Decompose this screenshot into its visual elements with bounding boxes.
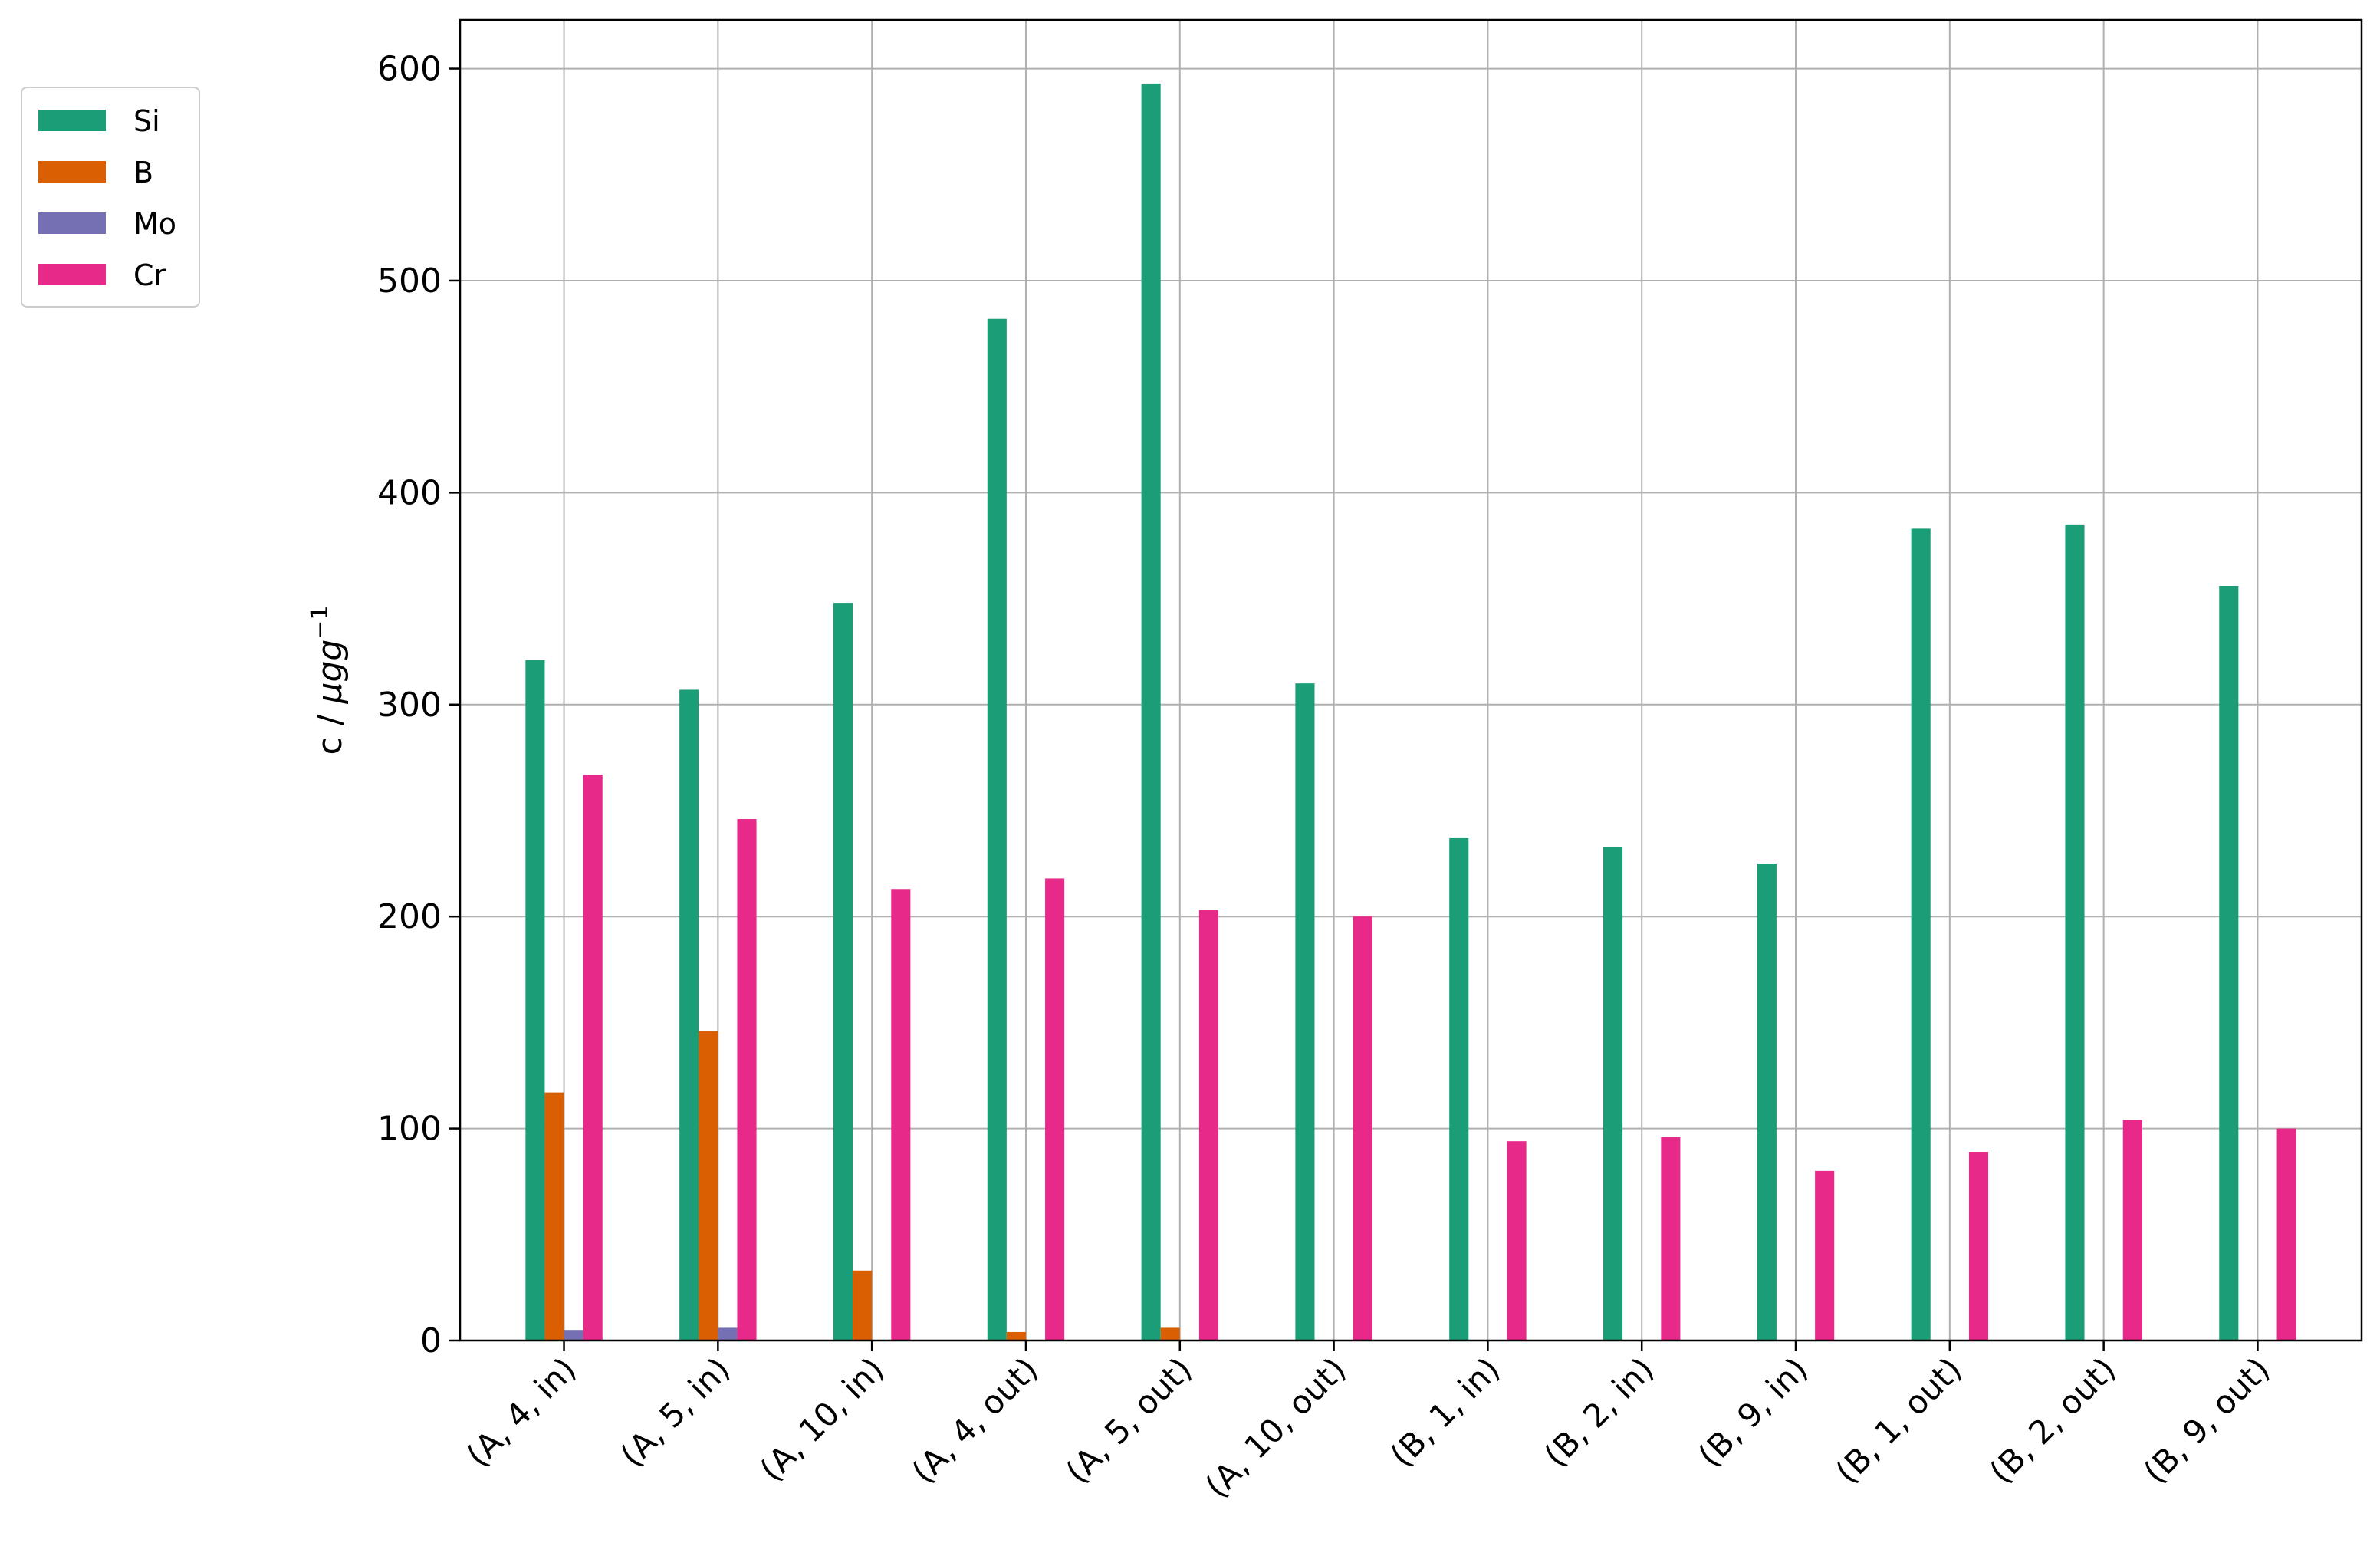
legend-label-cr: Cr <box>133 258 166 292</box>
legend-swatch-si <box>38 110 106 131</box>
y-axis-label-text: c / <box>311 704 350 755</box>
plot-frame <box>459 18 2363 1342</box>
grid <box>460 20 2362 1341</box>
bar-cr-5 <box>1353 916 1372 1341</box>
y-tick-label: 200 <box>377 897 442 936</box>
legend-swatch-mo <box>38 212 106 234</box>
bar-si-1 <box>679 689 699 1341</box>
bar-si-8 <box>1757 864 1777 1341</box>
bar-si-4 <box>1141 83 1161 1341</box>
bar-cr-7 <box>1661 1137 1681 1341</box>
bar-si-11 <box>2219 586 2239 1341</box>
bar-cr-1 <box>737 819 757 1341</box>
legend-label-si: Si <box>133 104 160 138</box>
legend-swatch-b <box>38 161 106 183</box>
y-tick-label: 100 <box>377 1110 442 1149</box>
bar-b-3 <box>1006 1331 1026 1341</box>
bar-mo-1 <box>718 1327 738 1341</box>
y-tick-label: 400 <box>377 473 442 512</box>
bar-b-4 <box>1160 1327 1180 1341</box>
bar-si-7 <box>1603 846 1623 1341</box>
bar-cr-4 <box>1198 910 1218 1341</box>
bar-si-6 <box>1449 837 1469 1341</box>
bar-cr-6 <box>1507 1141 1527 1341</box>
legend-swatch-cr <box>38 264 106 285</box>
y-tick-label: 500 <box>377 262 442 301</box>
bar-cr-2 <box>891 889 911 1341</box>
y-axis-label-exponent: −1 <box>307 605 334 639</box>
bar-cr-8 <box>1815 1170 1835 1341</box>
legend-label-b: B <box>133 156 153 189</box>
y-tick-label: 600 <box>377 50 442 89</box>
legend-label-mo: Mo <box>133 207 176 241</box>
legend-frame <box>21 87 200 308</box>
bars <box>525 83 2296 1341</box>
bar-cr-10 <box>2122 1120 2142 1341</box>
bar-si-2 <box>833 603 853 1341</box>
bar-si-9 <box>1911 528 1931 1341</box>
y-axis-label: c / μgg−1 <box>307 605 350 755</box>
y-tick-label: 300 <box>377 686 442 725</box>
bar-mo-0 <box>564 1330 583 1341</box>
bar-b-0 <box>544 1092 564 1341</box>
bar-b-1 <box>699 1031 718 1341</box>
bar-cr-9 <box>1968 1152 1989 1341</box>
bar-si-5 <box>1295 683 1315 1341</box>
bar-cr-11 <box>2276 1128 2296 1341</box>
y-axis-label-unit: μgg <box>311 640 350 705</box>
bar-cr-3 <box>1045 878 1065 1341</box>
legend: Si B Mo Cr <box>21 87 200 308</box>
bar-b-2 <box>853 1270 873 1341</box>
bar-si-10 <box>2065 524 2085 1341</box>
bar-si-0 <box>525 660 545 1341</box>
bar-cr-0 <box>583 775 603 1341</box>
y-tick-label: 0 <box>420 1321 442 1360</box>
bar-si-3 <box>987 318 1007 1341</box>
